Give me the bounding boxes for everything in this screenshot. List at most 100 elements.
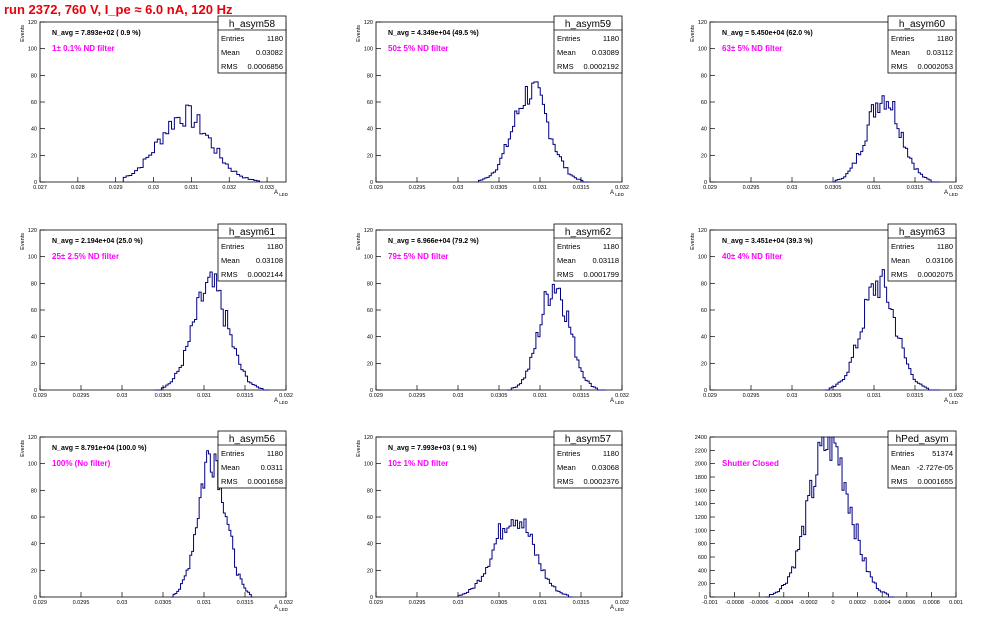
- stats-title: h_asym56: [229, 434, 276, 445]
- navg-label: N_avg = 3.451e+04 (39.3 %): [722, 238, 813, 245]
- stats-title: h_asym58: [229, 19, 276, 30]
- x-tick-label: 0.029: [369, 393, 383, 399]
- x-tick-label: 0.03: [453, 600, 464, 606]
- stats-value: 0.03089: [592, 48, 619, 57]
- x-tick-label: 0.03: [148, 185, 159, 191]
- y-tick-label: 1000: [695, 528, 707, 534]
- y-axis-title: Events: [20, 25, 26, 42]
- stats-key: RMS: [221, 477, 238, 486]
- y-tick-label: 0: [370, 180, 373, 186]
- x-tick-label: 0.027: [33, 185, 47, 191]
- run-title: run 2372, 760 V, I_pe ≈ 6.0 nA, 120 Hz: [4, 2, 233, 17]
- y-tick-label: 40: [701, 127, 707, 133]
- x-tick-label: 0.0315: [907, 393, 924, 399]
- stats-key: RMS: [891, 477, 908, 486]
- x-tick-label: 0.032: [615, 185, 629, 191]
- x-tick-label: 0.032: [949, 393, 963, 399]
- stats-key: RMS: [221, 62, 238, 71]
- histogram-series: [833, 95, 940, 183]
- y-tick-label: 120: [364, 435, 373, 441]
- filter-label: 79± 5% ND filter: [388, 252, 448, 261]
- navg-label: N_avg = 7.993e+03 ( 9.1 %): [388, 445, 477, 452]
- y-axis-title: Events: [356, 233, 362, 250]
- y-tick-label: 40: [367, 127, 373, 133]
- histogram-series: [171, 450, 254, 598]
- x-tick-label: 0.033: [260, 185, 274, 191]
- stats-key: Mean: [557, 463, 576, 472]
- stats-value: 1180: [603, 242, 619, 251]
- navg-label: N_avg = 6.966e+04 (79.2 %): [388, 238, 479, 245]
- x-tick-label: 0.0305: [155, 393, 172, 399]
- y-tick-label: 100: [698, 47, 707, 53]
- filter-label: 25± 2.5% ND filter: [52, 252, 119, 261]
- x-axis-title: A LED: [944, 398, 959, 405]
- x-axis-title: A LED: [944, 190, 959, 197]
- y-tick-label: 2200: [695, 448, 707, 454]
- x-tick-label: 0.031: [197, 393, 211, 399]
- y-tick-label: 80: [367, 488, 373, 494]
- histogram-series: [824, 269, 940, 391]
- stats-box: [217, 430, 287, 489]
- stats-key: Mean: [557, 48, 576, 57]
- stats-key: Entries: [557, 449, 581, 458]
- y-tick-label: 20: [367, 568, 373, 574]
- stats-box: [553, 223, 623, 282]
- stats-key: Entries: [557, 34, 581, 43]
- panel-hPed_asym: 0 200 400 600 800 1000 1200 1400 1600 1800 2000 220…: [695, 430, 963, 606]
- y-tick-label: 0: [34, 595, 37, 601]
- y-tick-label: 60: [31, 515, 37, 521]
- x-tick-label: 0.029: [33, 600, 47, 606]
- x-axis-title: A LED: [610, 605, 625, 612]
- stats-key: Mean: [891, 48, 910, 57]
- x-tick-label: 0.0295: [743, 185, 760, 191]
- x-tick-label: 0.0305: [155, 600, 172, 606]
- stats-value: 0.0002376: [584, 477, 619, 486]
- x-tick-label: 0.0305: [825, 393, 842, 399]
- y-tick-label: 2400: [695, 435, 707, 441]
- y-tick-label: 100: [28, 462, 37, 468]
- y-tick-label: 120: [364, 20, 373, 26]
- x-tick-label: -0.0006: [750, 600, 769, 606]
- x-tick-label: 0.03: [787, 393, 798, 399]
- stats-title: hPed_asym: [896, 434, 949, 445]
- y-tick-label: 0: [370, 388, 373, 394]
- y-tick-label: 40: [31, 335, 37, 341]
- histogram-series: [765, 436, 895, 598]
- y-tick-label: 120: [28, 20, 37, 26]
- y-tick-label: 0: [704, 388, 707, 394]
- y-tick-label: 0: [370, 595, 373, 601]
- x-tick-label: 0.0315: [573, 185, 590, 191]
- y-tick-label: 0: [704, 595, 707, 601]
- navg-label: N_avg = 2.194e+04 (25.0 %): [52, 238, 143, 245]
- panel-h_asym58: 0 20 40 60 80 100 120 0.027 0.028 0.029 0.03 0.031 0…: [20, 15, 289, 197]
- x-axis-title: A LED: [274, 605, 289, 612]
- filter-label: Shutter Closed: [722, 459, 779, 468]
- stats-value: 0.03082: [256, 48, 283, 57]
- x-tick-label: 0.03: [787, 185, 798, 191]
- stats-title: h_asym63: [899, 227, 946, 238]
- x-tick-label: 0.029: [703, 393, 717, 399]
- y-tick-label: 80: [367, 281, 373, 287]
- y-axis-title: Events: [20, 440, 26, 457]
- stats-value: 0.03106: [926, 256, 953, 265]
- x-tick-label: -0.0004: [774, 600, 793, 606]
- stats-value: 1180: [603, 34, 619, 43]
- filter-label: 100% (No filter): [52, 459, 111, 468]
- x-tick-label: 0.03: [453, 185, 464, 191]
- stats-value: 51374: [932, 449, 953, 458]
- x-tick-label: 0.029: [109, 185, 123, 191]
- stats-key: RMS: [557, 62, 574, 71]
- x-tick-label: 0.032: [949, 185, 963, 191]
- stats-key: Entries: [891, 242, 915, 251]
- y-tick-label: 60: [701, 308, 707, 314]
- y-tick-label: 80: [31, 73, 37, 79]
- x-tick-label: 0.031: [867, 185, 881, 191]
- histogram-series: [507, 283, 606, 391]
- x-tick-label: 0.031: [533, 600, 547, 606]
- x-tick-label: 0.032: [615, 600, 629, 606]
- y-tick-label: 40: [31, 542, 37, 548]
- y-tick-label: 1400: [695, 502, 707, 508]
- stats-value: 0.0311: [261, 463, 283, 472]
- y-tick-label: 800: [698, 542, 707, 548]
